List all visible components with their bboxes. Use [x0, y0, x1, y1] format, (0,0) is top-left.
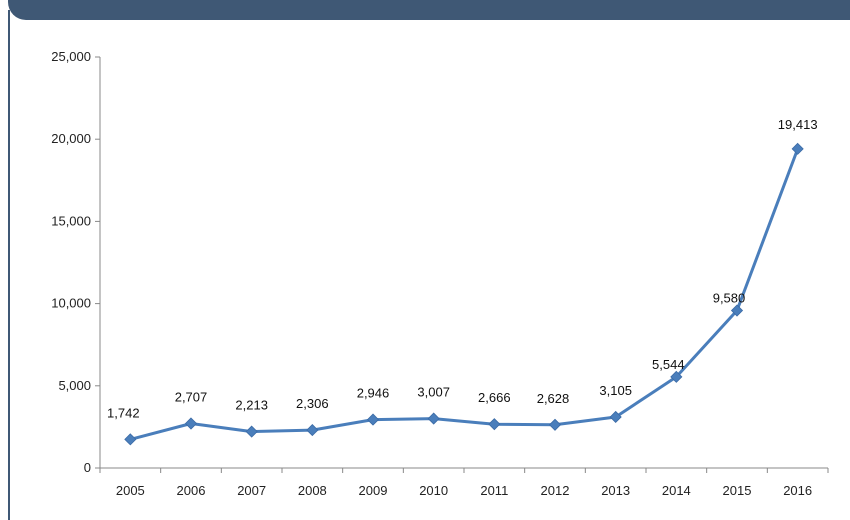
data-point	[427, 412, 440, 425]
x-tick-label: 2011	[480, 483, 508, 498]
data-label: 2,306	[296, 396, 329, 411]
x-tick-label: 2009	[359, 483, 388, 498]
y-tick-label: 0	[84, 460, 91, 475]
x-tick-label: 2005	[116, 483, 145, 498]
x-tick-label: 2012	[541, 483, 570, 498]
x-tick-label: 2006	[177, 483, 206, 498]
y-tick-label: 20,000	[51, 131, 91, 146]
header-banner	[8, 0, 850, 20]
data-point	[184, 417, 198, 430]
x-tick-label: 2008	[298, 483, 327, 498]
data-label: 2,666	[478, 390, 511, 405]
data-point	[791, 142, 804, 155]
data-point	[609, 410, 622, 424]
data-point	[488, 418, 501, 431]
x-tick-label: 2014	[662, 483, 691, 498]
chart-axes	[99, 57, 828, 469]
x-axis-ticks: 2005 2006 2007 2008 2009 2010 2011 2012 2013 2014…	[99, 468, 829, 498]
x-tick-label: 2013	[601, 483, 630, 498]
data-point	[306, 424, 319, 437]
y-tick-label: 15,000	[51, 213, 91, 228]
data-label: 3,007	[417, 385, 450, 400]
data-label: 2,213	[235, 398, 268, 413]
x-tick-label: 2015	[723, 483, 752, 498]
data-point	[730, 304, 744, 317]
data-point	[670, 370, 683, 383]
series-line	[129, 148, 800, 441]
data-label: 2,707	[175, 389, 208, 404]
data-point	[245, 425, 258, 438]
y-tick-label: 10,000	[51, 296, 91, 311]
data-label: 19,413	[778, 117, 818, 132]
data-label: 2,946	[357, 386, 390, 401]
data-point	[548, 418, 562, 431]
frame-left-border	[8, 10, 10, 520]
y-axis-ticks: 0 5,000 10,000 15,000 20,000 25,000	[51, 49, 100, 475]
data-label: 5,544	[652, 357, 685, 372]
data-labels: 1,742 2,707 2,213 2,306 2,946 3,007 2,666 2,628…	[107, 117, 817, 421]
data-label: 2,628	[537, 391, 570, 406]
data-label: 3,105	[599, 383, 632, 398]
x-tick-label: 2007	[237, 483, 266, 498]
y-tick-label: 25,000	[51, 49, 91, 64]
data-point	[124, 433, 137, 446]
data-label: 1,742	[107, 405, 140, 420]
x-tick-label: 2010	[419, 483, 448, 498]
data-point	[366, 413, 380, 426]
data-label: 9,580	[713, 291, 746, 306]
x-tick-label: 2016	[783, 483, 812, 498]
series-markers	[124, 142, 804, 446]
y-tick-label: 5,000	[58, 378, 91, 393]
